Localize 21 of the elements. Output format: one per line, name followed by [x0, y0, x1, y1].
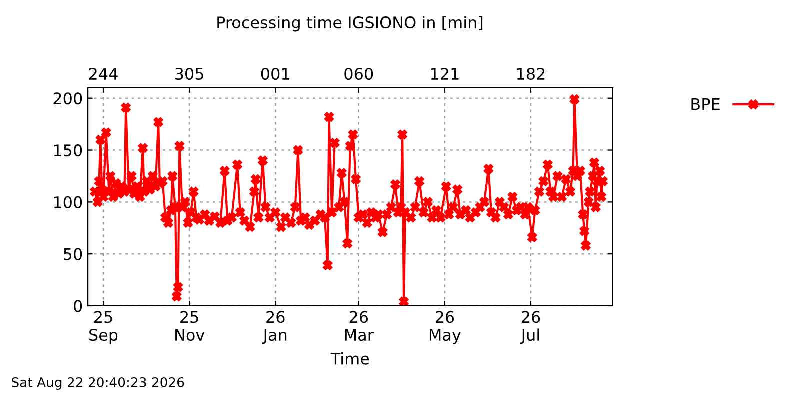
y-tick-label: 150	[54, 144, 82, 157]
y-tick-label: 50	[64, 248, 82, 260]
y-tick-label: 100	[54, 196, 82, 208]
x-tick-label: 26 Jul	[520, 311, 540, 344]
x-tick-label: 26 Mar	[345, 311, 374, 342]
x2-tick-label: 060	[344, 68, 374, 80]
legend-label: BPE	[692, 98, 720, 110]
x-tick-label: 25 Nov	[176, 311, 205, 342]
y-tick-label: 0	[74, 300, 82, 312]
x2-tick-label: 305	[176, 68, 204, 80]
x2-tick-label: 001	[261, 68, 290, 80]
x-tick-label: 25 Sep	[90, 311, 118, 344]
x2-tick-label: 182	[517, 68, 545, 80]
y-tick-label: 200	[54, 92, 82, 105]
chart-title: Processing time IGSIONO in [min]	[218, 16, 483, 32]
x-tick-label: 26 Jan	[262, 311, 287, 344]
x2-tick-label: 121	[431, 68, 459, 80]
x-axis-title: Time	[330, 352, 370, 365]
x-tick-label: 26 May	[430, 311, 461, 344]
text: Sat Aug 22 20:40:23 2026	[12, 377, 184, 390]
x2-tick-label: 244	[89, 68, 118, 80]
